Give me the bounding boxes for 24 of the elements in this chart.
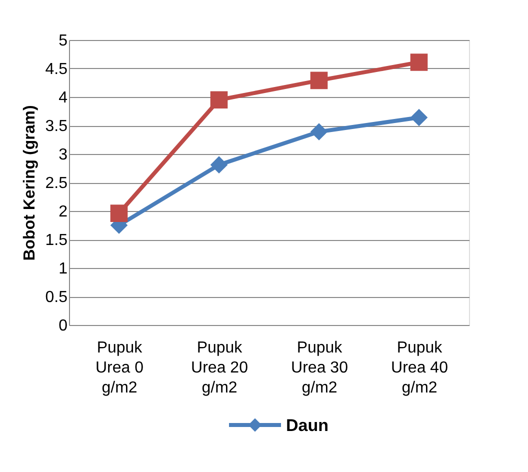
y-axis-title: Bobot Kering (gram) xyxy=(21,105,38,261)
point xyxy=(210,156,228,174)
y-tick-label: 5 xyxy=(58,32,68,50)
y-tick-label: 2 xyxy=(58,204,68,220)
x-tick-label: Pupuk Urea 0 g/m2 xyxy=(95,340,144,396)
point xyxy=(310,72,328,90)
y-tick-label: 3.5 xyxy=(45,118,68,135)
y-tick-label: 4 xyxy=(58,90,68,106)
legend-label: Daun xyxy=(286,416,328,435)
y-tick-label: 2.5 xyxy=(45,175,68,192)
y-tick-label: 1.5 xyxy=(45,232,68,249)
x-tick-label: Pupuk Urea 40 g/m2 xyxy=(391,340,448,396)
y-tick-label: 0.5 xyxy=(45,289,68,306)
point xyxy=(410,108,428,126)
y-tick-label: 0 xyxy=(58,318,68,334)
x-tick-label: Pupuk Urea 30 g/m2 xyxy=(291,340,348,396)
y-tick-label: 1 xyxy=(58,260,68,278)
point xyxy=(410,54,428,71)
x-tick-label: Pupuk Urea 20 g/m2 xyxy=(191,340,248,396)
point xyxy=(110,204,128,222)
y-tick-label: 4.5 xyxy=(45,61,68,78)
point xyxy=(310,123,328,140)
y-tick-label: 3 xyxy=(58,146,68,164)
point xyxy=(210,91,228,109)
